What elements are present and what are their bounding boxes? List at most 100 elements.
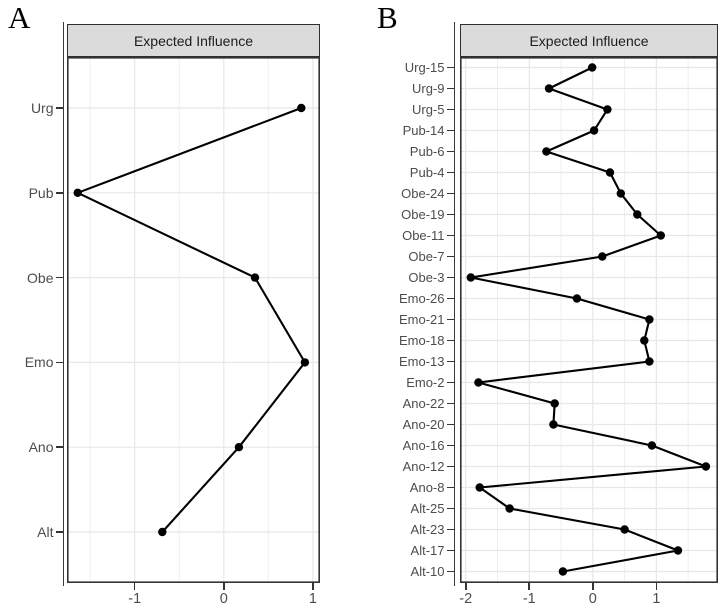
y-axis-tick	[446, 444, 454, 447]
y-axis-label: Obe	[27, 269, 54, 286]
y-axis-label: Emo-2	[406, 375, 445, 390]
data-point	[605, 168, 615, 177]
y-axis-label: Pub	[28, 184, 54, 201]
data-point	[633, 210, 642, 219]
y-axis-label: Emo-21	[398, 312, 445, 327]
data-point	[466, 273, 475, 282]
y-axis-tick	[446, 192, 454, 195]
y-axis-label: Obe-19	[401, 207, 445, 222]
data-point	[73, 188, 82, 197]
y-axis-label: Emo-26	[398, 291, 445, 306]
y-axis-tick	[446, 339, 454, 342]
data-point	[572, 294, 582, 303]
data-point	[645, 357, 654, 366]
y-axis-tick	[446, 66, 454, 69]
x-axis-tick	[312, 583, 314, 590]
y-axis-tick	[446, 423, 454, 426]
x-axis-tick-label: 0	[219, 591, 228, 607]
panel-b-strip-title: Expected Influence	[529, 32, 649, 49]
y-axis-label: Alt-25	[410, 501, 445, 516]
data-point	[603, 105, 612, 114]
y-axis-tick	[446, 381, 454, 384]
panel-a-figure-label: A	[8, 0, 31, 35]
y-axis-tick	[446, 486, 454, 489]
data-point	[598, 252, 607, 261]
data-point	[558, 567, 568, 576]
x-axis-tick-label: -2	[459, 591, 473, 607]
y-axis-label: Ano	[28, 439, 54, 456]
y-axis-label: Urg-5	[411, 102, 445, 117]
y-axis-tick	[55, 361, 63, 364]
y-axis-label: Ano-16	[402, 438, 445, 453]
y-axis-tick	[446, 87, 454, 90]
panel-a-y-axis-line	[62, 22, 64, 586]
profile-line	[76, 107, 306, 533]
y-axis-label: Pub-6	[409, 144, 445, 159]
y-axis-label: Obe-3	[408, 270, 445, 285]
panel-b-y-axis-line	[453, 22, 455, 586]
y-axis-tick	[446, 171, 454, 174]
data-point	[505, 504, 514, 513]
y-axis-label: Emo-13	[398, 354, 445, 369]
x-axis-tick-label: 1	[652, 591, 661, 607]
y-axis-label: Obe-11	[402, 228, 445, 243]
data-point	[701, 462, 711, 471]
x-axis-tick	[222, 583, 225, 590]
y-axis-tick	[55, 446, 63, 448]
y-axis-tick	[55, 531, 63, 533]
panel-a-plot-area	[67, 57, 320, 583]
x-axis-tick	[464, 583, 467, 590]
panel-a-strip-title: Expected Influence	[133, 32, 254, 49]
x-axis-tick-label: -1	[522, 591, 536, 607]
panel-b-strip-header: Expected Influence	[460, 24, 718, 57]
data-point	[250, 273, 260, 282]
y-axis-tick	[446, 549, 454, 552]
y-axis-tick	[55, 107, 63, 109]
x-axis-tick	[528, 583, 531, 590]
y-axis-label: Pub-14	[402, 123, 445, 138]
y-axis-tick	[446, 318, 454, 321]
y-axis-label: Emo-18	[398, 333, 445, 348]
data-point	[474, 378, 483, 387]
y-axis-tick	[55, 192, 63, 194]
x-axis-tick	[655, 583, 658, 590]
y-axis-tick	[446, 570, 454, 573]
y-axis-label: Obe-24	[401, 186, 445, 201]
y-axis-label: Urg	[30, 100, 54, 116]
y-axis-label: Pub-4	[409, 165, 445, 180]
data-point	[640, 336, 649, 345]
y-axis-label: Alt	[37, 524, 54, 540]
panel-a-strip-header: Expected Influence	[67, 24, 320, 57]
y-axis-tick	[446, 150, 454, 153]
data-point	[542, 147, 551, 156]
y-axis-tick	[446, 465, 454, 468]
y-axis-label: Urg-15	[404, 60, 445, 75]
y-axis-tick	[446, 213, 454, 216]
data-point	[549, 420, 558, 429]
x-axis-tick	[592, 583, 594, 590]
panel-border	[460, 57, 718, 583]
data-point	[616, 189, 625, 198]
y-axis-tick	[446, 507, 454, 510]
data-point	[645, 315, 654, 324]
data-point	[620, 525, 629, 534]
y-axis-tick	[446, 297, 454, 300]
y-axis-tick	[446, 234, 454, 237]
panel-b-plot-area	[460, 57, 718, 583]
data-point	[589, 126, 599, 135]
y-axis-tick	[446, 255, 454, 258]
data-point	[158, 527, 167, 537]
y-axis-label: Alt-23	[410, 522, 445, 537]
y-axis-tick	[446, 129, 454, 132]
y-axis-label: Urg-9	[411, 81, 445, 96]
y-axis-label: Ano-20	[402, 417, 445, 432]
y-axis-tick	[446, 528, 454, 531]
x-axis-tick-label: 0	[588, 591, 597, 607]
y-axis-label: Ano-8	[409, 480, 445, 495]
panel-b-chart-svg	[460, 57, 718, 583]
data-point	[475, 483, 484, 492]
y-axis-label: Ano-12	[402, 459, 445, 474]
panel-border	[67, 57, 320, 583]
panel-b-figure-label: B	[377, 0, 398, 35]
y-axis-tick	[446, 108, 454, 111]
